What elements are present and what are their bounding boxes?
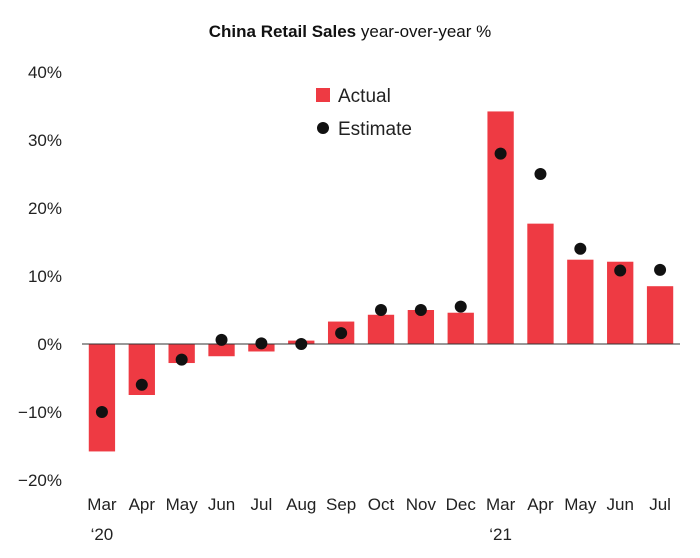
legend: Actual Estimate	[316, 86, 412, 140]
estimate-point	[414, 304, 427, 316]
actual-bar	[367, 314, 395, 344]
actual-bar	[447, 312, 474, 344]
y-tick-label: −10%	[18, 403, 62, 422]
x-tick-label: Mar	[87, 495, 117, 514]
legend-estimate-marker	[317, 122, 329, 134]
actual-bar	[646, 286, 674, 344]
actual-bar	[88, 344, 116, 452]
actual-bar	[168, 344, 195, 364]
chart-subtitle: year-over-year %	[360, 22, 492, 41]
actual-bar	[527, 223, 554, 344]
chart-title-main: China Retail Sales	[208, 22, 357, 41]
estimate-point	[494, 147, 507, 160]
estimate-point	[295, 338, 308, 350]
legend-estimate-label: Estimate	[338, 119, 412, 140]
chart-title: China Retail Sales year-over-year %	[0, 22, 700, 42]
x-tick-label: Jun	[606, 495, 633, 514]
x-tick-label: Aug	[286, 495, 316, 514]
x-axis-ticks: Mar ‘20 Apr May Jun Jul Aug Sep Oct Nov Dec Mar ‘21 A…	[87, 495, 671, 544]
x-tick-label: Apr	[129, 495, 156, 514]
x-tick-label: May	[166, 495, 199, 514]
x-tick-label: Jul	[251, 495, 273, 514]
y-tick-label: −20%	[18, 471, 62, 490]
x-tick-label: Apr	[527, 495, 554, 514]
x-tick-label: Jul	[649, 495, 671, 514]
x-year-label: ‘20	[91, 525, 114, 544]
estimate-point	[375, 304, 387, 316]
x-tick-label: Nov	[406, 495, 437, 514]
estimate-point	[95, 406, 108, 418]
estimate-point	[215, 333, 228, 346]
legend-actual-swatch	[316, 88, 330, 102]
x-tick-label: Sep	[326, 495, 356, 514]
x-tick-label: Dec	[446, 495, 477, 514]
estimate-point	[335, 327, 348, 340]
estimate-markers	[95, 147, 667, 418]
estimate-point	[454, 300, 467, 313]
y-axis-ticks: 40% 30% 20% 10% 0% −10% −20%	[18, 63, 62, 490]
y-tick-label: 0%	[37, 335, 62, 354]
actual-bar	[208, 344, 235, 357]
estimate-point	[534, 168, 547, 180]
x-tick-label: Oct	[368, 495, 395, 514]
x-tick-label: Jun	[208, 495, 235, 514]
estimate-point	[654, 263, 667, 276]
estimate-point	[574, 242, 587, 255]
actual-bar	[567, 259, 594, 344]
estimate-point	[255, 337, 268, 350]
x-tick-label: Mar	[486, 495, 516, 514]
y-tick-label: 20%	[28, 199, 62, 218]
y-tick-label: 40%	[28, 63, 62, 82]
legend-actual-label: Actual	[338, 86, 391, 107]
estimate-point	[175, 353, 188, 366]
actual-bars	[88, 111, 674, 452]
x-tick-label: May	[564, 495, 597, 514]
x-year-label: ‘21	[489, 525, 512, 544]
actual-bar	[487, 111, 514, 344]
y-tick-label: 30%	[28, 131, 62, 150]
estimate-point	[135, 378, 148, 391]
y-tick-label: 10%	[28, 267, 62, 286]
estimate-point	[614, 264, 627, 277]
